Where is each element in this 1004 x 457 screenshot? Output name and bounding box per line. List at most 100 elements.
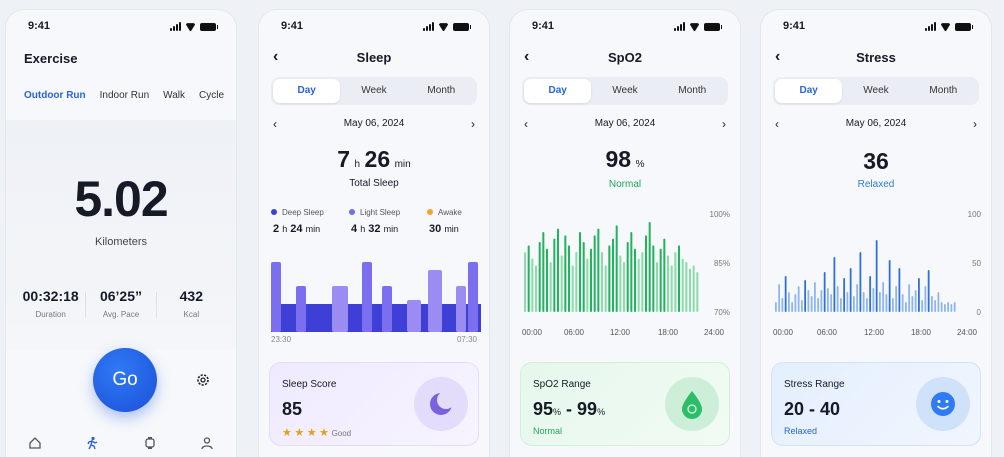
tab-walk[interactable]: Walk: [163, 90, 185, 101]
sleep-score-card[interactable]: Sleep Score 85 ★ ★ ★ ★ Good: [269, 362, 479, 446]
x-tick-label: 00:00: [773, 328, 794, 337]
next-day-icon[interactable]: ›: [722, 117, 726, 131]
minutes-unit: min: [394, 159, 411, 170]
signal-icon: [674, 22, 685, 31]
chart-bar: [626, 242, 629, 312]
tab-indoor-run[interactable]: Indoor Run: [99, 90, 150, 101]
spo2-range-card[interactable]: SpO2 Range 95% - 99% Normal: [520, 362, 730, 446]
chart-bar: [696, 272, 699, 312]
chart-bar: [524, 252, 527, 312]
tab-day[interactable]: Day: [273, 79, 341, 103]
chart-bar: [619, 255, 622, 312]
chart-bar: [667, 255, 670, 312]
chart-bar: [872, 288, 875, 312]
chart-bar: [689, 268, 692, 312]
tab-day[interactable]: Day: [524, 79, 592, 103]
tab-cycle[interactable]: Cycle: [199, 90, 225, 101]
light-segment: [428, 270, 442, 332]
legend-deep: Deep Sleep 2 h 24 min: [271, 208, 349, 238]
chart-bar: [859, 252, 862, 312]
period-tabs: Day Week Month: [271, 77, 477, 105]
y-tick-label: 0: [977, 308, 982, 317]
chart-bar: [853, 296, 855, 312]
spo2-value: 98 %: [510, 146, 740, 173]
chart-bar: [553, 238, 556, 312]
chart-bar: [601, 252, 604, 312]
status-bar: 9:41: [259, 20, 489, 34]
prev-day-icon[interactable]: ‹: [524, 117, 528, 131]
chart-bar: [830, 294, 833, 312]
awake-dot: [427, 209, 433, 215]
chart-bar: [685, 262, 688, 312]
signal-icon: [170, 22, 181, 31]
home-icon[interactable]: [28, 436, 42, 450]
prev-day-icon[interactable]: ‹: [273, 117, 277, 131]
stat-kcal-label: Kcal: [183, 310, 200, 319]
go-button[interactable]: Go: [93, 348, 157, 412]
light-dot: [349, 209, 355, 215]
sleep-stage-chart: [271, 262, 481, 332]
date-navigator: ‹ May 06, 2024 ›: [524, 117, 726, 132]
drop-icon: [665, 377, 719, 431]
tab-week[interactable]: Week: [612, 85, 638, 96]
smile-icon: [916, 377, 970, 431]
chart-bar: [593, 235, 596, 312]
awake-minutes: 30: [429, 223, 442, 235]
tab-week[interactable]: Week: [863, 85, 889, 96]
stress-range-card[interactable]: Stress Range 20 - 40 Relaxed: [771, 362, 981, 446]
tab-month[interactable]: Month: [678, 85, 707, 96]
range-high-unit: %: [597, 407, 606, 417]
light-segment: [296, 286, 306, 332]
chart-bar: [637, 258, 640, 312]
stress-bar-chart: 100 50 0 00:00 06:00 12:00 18:00 24:00: [773, 210, 982, 337]
settings-icon[interactable]: [196, 373, 210, 387]
chart-bar: [564, 235, 567, 312]
battery-icon: [453, 22, 471, 31]
range-low-unit: %: [553, 407, 562, 417]
back-icon[interactable]: ‹: [775, 48, 781, 65]
total-sleep-value: 7 h 26 min: [259, 146, 489, 173]
spo2-number: 98: [605, 146, 632, 172]
stress-range-value: 20 - 40: [784, 399, 841, 419]
chart-bar: [623, 262, 626, 312]
date-navigator: ‹ May 06, 2024 ›: [273, 117, 475, 132]
chart-bar: [927, 270, 930, 312]
tab-outdoor-run[interactable]: Outdoor Run: [24, 90, 86, 101]
chart-bar: [608, 245, 611, 312]
signal-icon: [925, 22, 936, 31]
prev-day-icon[interactable]: ‹: [775, 117, 779, 131]
watch-icon[interactable]: [143, 436, 157, 450]
range-low: 95: [533, 399, 554, 419]
back-icon[interactable]: ‹: [524, 48, 530, 65]
chart-bar: [549, 262, 552, 312]
tab-month[interactable]: Month: [427, 85, 456, 96]
chart-bar: [807, 290, 810, 312]
bottom-nav: [6, 428, 236, 457]
star-icon: ★: [294, 427, 305, 439]
chart-bar: [918, 278, 920, 312]
chart-bar: [652, 245, 655, 312]
chart-bar: [833, 257, 836, 312]
chart-bar: [869, 276, 872, 312]
chart-bar: [856, 284, 859, 312]
tab-month[interactable]: Month: [929, 85, 958, 96]
next-day-icon[interactable]: ›: [973, 117, 977, 131]
spo2-bar-chart: 100% 85% 70% 00:00 06:00 12:00 18:00 24:…: [522, 210, 730, 337]
next-day-icon[interactable]: ›: [471, 117, 475, 131]
x-tick-label: 24:00: [957, 328, 978, 337]
y-tick-label: 100: [968, 210, 982, 219]
light-segment: [456, 286, 466, 332]
chart-bar: [862, 292, 865, 312]
back-icon[interactable]: ‹: [273, 48, 279, 65]
profile-icon[interactable]: [200, 436, 214, 450]
tab-week[interactable]: Week: [361, 85, 387, 96]
run-icon[interactable]: [85, 436, 99, 450]
date-navigator: ‹ May 06, 2024 ›: [775, 117, 977, 132]
chart-bar: [840, 298, 842, 312]
stat-duration-label: Duration: [35, 310, 66, 319]
chart-bar: [820, 290, 823, 312]
light-h-unit: h: [360, 224, 366, 234]
chart-bar: [538, 242, 541, 312]
sleep-screen: 9:41 ‹ Sleep Day Week Month ‹ May 06, 20…: [259, 10, 489, 457]
tab-day[interactable]: Day: [775, 79, 843, 103]
